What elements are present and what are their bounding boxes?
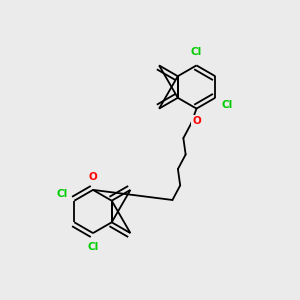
Text: Cl: Cl [191, 46, 202, 57]
Text: Cl: Cl [221, 100, 233, 110]
Text: O: O [192, 116, 201, 126]
Text: Cl: Cl [87, 242, 99, 252]
Text: Cl: Cl [57, 189, 68, 199]
Text: O: O [88, 172, 98, 182]
